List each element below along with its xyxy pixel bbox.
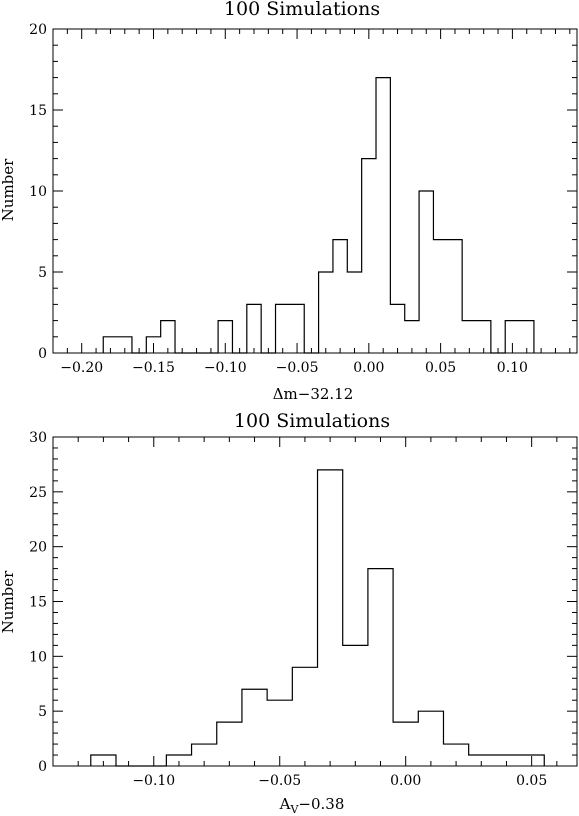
x-tick-label: −0.10	[204, 360, 247, 376]
x-axis-label-bottom: AV−0.38	[279, 795, 345, 816]
histogram-bin	[376, 78, 390, 353]
histogram-bin	[247, 304, 261, 353]
y-tick-label: 5	[38, 265, 47, 281]
plot-frame-bottom	[52, 436, 578, 767]
plot-frame-top	[52, 28, 578, 354]
histogram-bin	[333, 240, 347, 353]
y-tick-label: 20	[29, 22, 47, 38]
histogram-panel-av: 100 Simulations Number AV−0.38 −0.10 −0.0…	[0, 410, 578, 816]
y-tick-label: 5	[38, 704, 47, 720]
histogram-bin	[418, 711, 443, 766]
y-tick-label: 0	[38, 759, 47, 775]
y-axis-label-bottom: Number	[0, 570, 17, 633]
histogram-bin	[318, 470, 343, 766]
histogram-bin	[242, 689, 267, 766]
axis-ticks-top	[52, 28, 577, 354]
tick-labels-top: −0.20 −0.15 −0.10 −0.05 0.00 0.05 0.10 0 5 10 15 20	[29, 22, 528, 376]
histogram-bin	[368, 569, 393, 766]
x-tick-label: 0.05	[425, 360, 456, 376]
y-tick-label: 15	[29, 595, 47, 611]
y-tick-label: 25	[29, 485, 47, 501]
y-tick-label: 30	[29, 430, 47, 446]
y-axis-label-top: Number	[0, 158, 17, 221]
histogram-bin	[347, 272, 361, 353]
y-tick-label: 10	[29, 184, 47, 200]
x-tick-label: −0.05	[258, 773, 301, 789]
x-axis-label-subscript: V	[289, 803, 299, 816]
y-tick-label: 20	[29, 540, 47, 556]
histogram-bin	[448, 240, 462, 353]
axis-ticks-bottom	[52, 436, 577, 767]
x-tick-label: 0.00	[390, 773, 421, 789]
histogram-bin	[292, 667, 317, 766]
x-tick-label: −0.05	[276, 360, 319, 376]
chart-title-top: 100 Simulations	[224, 0, 380, 20]
histogram-bin	[362, 159, 376, 353]
x-tick-label: −0.15	[132, 360, 175, 376]
x-tick-label: 0.00	[353, 360, 384, 376]
histogram-outline-top	[102, 77, 535, 354]
x-tick-label: 0.10	[497, 360, 528, 376]
histogram-panel-dm: 100 Simulations Number Δm−32.12 −0.20 −0.…	[0, 0, 578, 403]
y-tick-label: 10	[29, 649, 47, 665]
x-tick-label: −0.20	[60, 360, 103, 376]
x-axis-label-top: Δm−32.12	[273, 385, 354, 403]
y-tick-label: 0	[38, 346, 47, 362]
y-tick-label: 15	[29, 103, 47, 119]
histogram-bin	[276, 304, 290, 353]
x-axis-label-rest: −0.38	[298, 795, 344, 813]
tick-labels-bottom: −0.10 −0.05 0.00 0.05 0 5 10 15 20 25 30	[29, 430, 547, 789]
histogram-bin	[217, 722, 242, 766]
x-tick-label: −0.10	[132, 773, 175, 789]
histogram-bin	[343, 645, 368, 766]
x-tick-label: 0.05	[516, 773, 547, 789]
histogram-bin	[433, 240, 447, 353]
histogram-bin	[390, 304, 404, 353]
histogram-outline-bottom	[90, 469, 545, 767]
histogram-bin	[419, 191, 433, 353]
histogram-bin	[319, 272, 333, 353]
x-axis-label-main: A	[279, 795, 291, 813]
chart-title-bottom: 100 Simulations	[234, 410, 390, 432]
